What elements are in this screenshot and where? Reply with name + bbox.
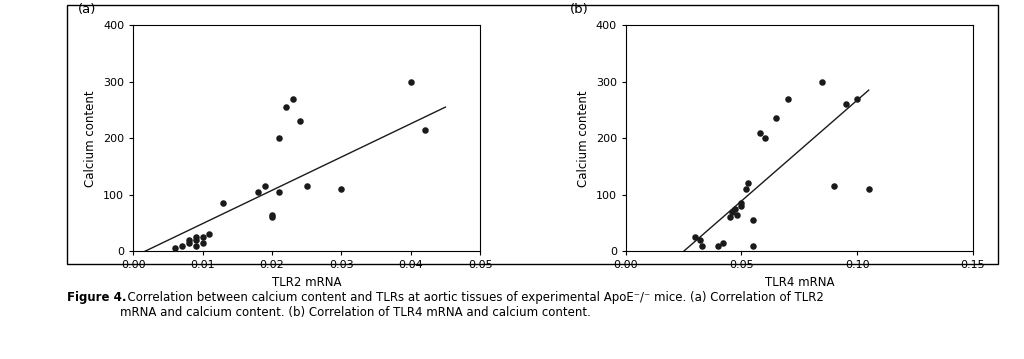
Point	[202, 232, 218, 237]
Point	[270, 189, 287, 195]
Point	[744, 217, 761, 223]
Point	[333, 186, 349, 192]
Point	[768, 116, 784, 121]
Point	[691, 237, 708, 243]
Text: Correlation between calcium content and TLRs at aortic tissues of experimental A: Correlation between calcium content and …	[120, 291, 823, 319]
Point	[738, 186, 755, 192]
Point	[278, 104, 294, 110]
Point	[733, 200, 750, 206]
Point	[838, 102, 854, 107]
X-axis label: TLR2 mRNA: TLR2 mRNA	[271, 276, 341, 289]
Text: (b): (b)	[570, 3, 589, 16]
Point	[402, 79, 419, 85]
Point	[195, 240, 211, 246]
Point	[215, 200, 231, 206]
Point	[722, 215, 738, 220]
Point	[757, 135, 773, 141]
Point	[779, 96, 796, 102]
Y-axis label: Calcium content: Calcium content	[578, 90, 590, 187]
Point	[860, 186, 877, 192]
Point	[180, 237, 197, 243]
Point	[711, 243, 727, 248]
Text: (a): (a)	[78, 3, 96, 16]
Point	[270, 135, 287, 141]
Point	[694, 243, 711, 248]
Point	[264, 212, 281, 218]
X-axis label: TLR4 mRNA: TLR4 mRNA	[765, 276, 835, 289]
Point	[687, 234, 703, 240]
Point	[195, 234, 211, 240]
Point	[167, 246, 183, 251]
Point	[726, 206, 742, 212]
Point	[180, 240, 197, 246]
Point	[250, 189, 266, 195]
Point	[752, 130, 768, 135]
Point	[187, 237, 204, 243]
Point	[285, 96, 301, 102]
Point	[740, 181, 757, 186]
Point	[187, 234, 204, 240]
Point	[257, 183, 273, 189]
Point	[724, 209, 740, 215]
Point	[173, 243, 189, 248]
Point	[744, 243, 761, 248]
Point	[264, 215, 281, 220]
Point	[849, 96, 865, 102]
Point	[417, 127, 433, 132]
Point	[715, 240, 731, 246]
Text: Figure 4.: Figure 4.	[67, 291, 126, 304]
Point	[292, 118, 308, 124]
Point	[298, 183, 314, 189]
Point	[814, 79, 830, 85]
Y-axis label: Calcium content: Calcium content	[84, 90, 97, 187]
Point	[733, 203, 750, 209]
Point	[729, 212, 745, 218]
Point	[187, 243, 204, 248]
Point	[825, 183, 842, 189]
